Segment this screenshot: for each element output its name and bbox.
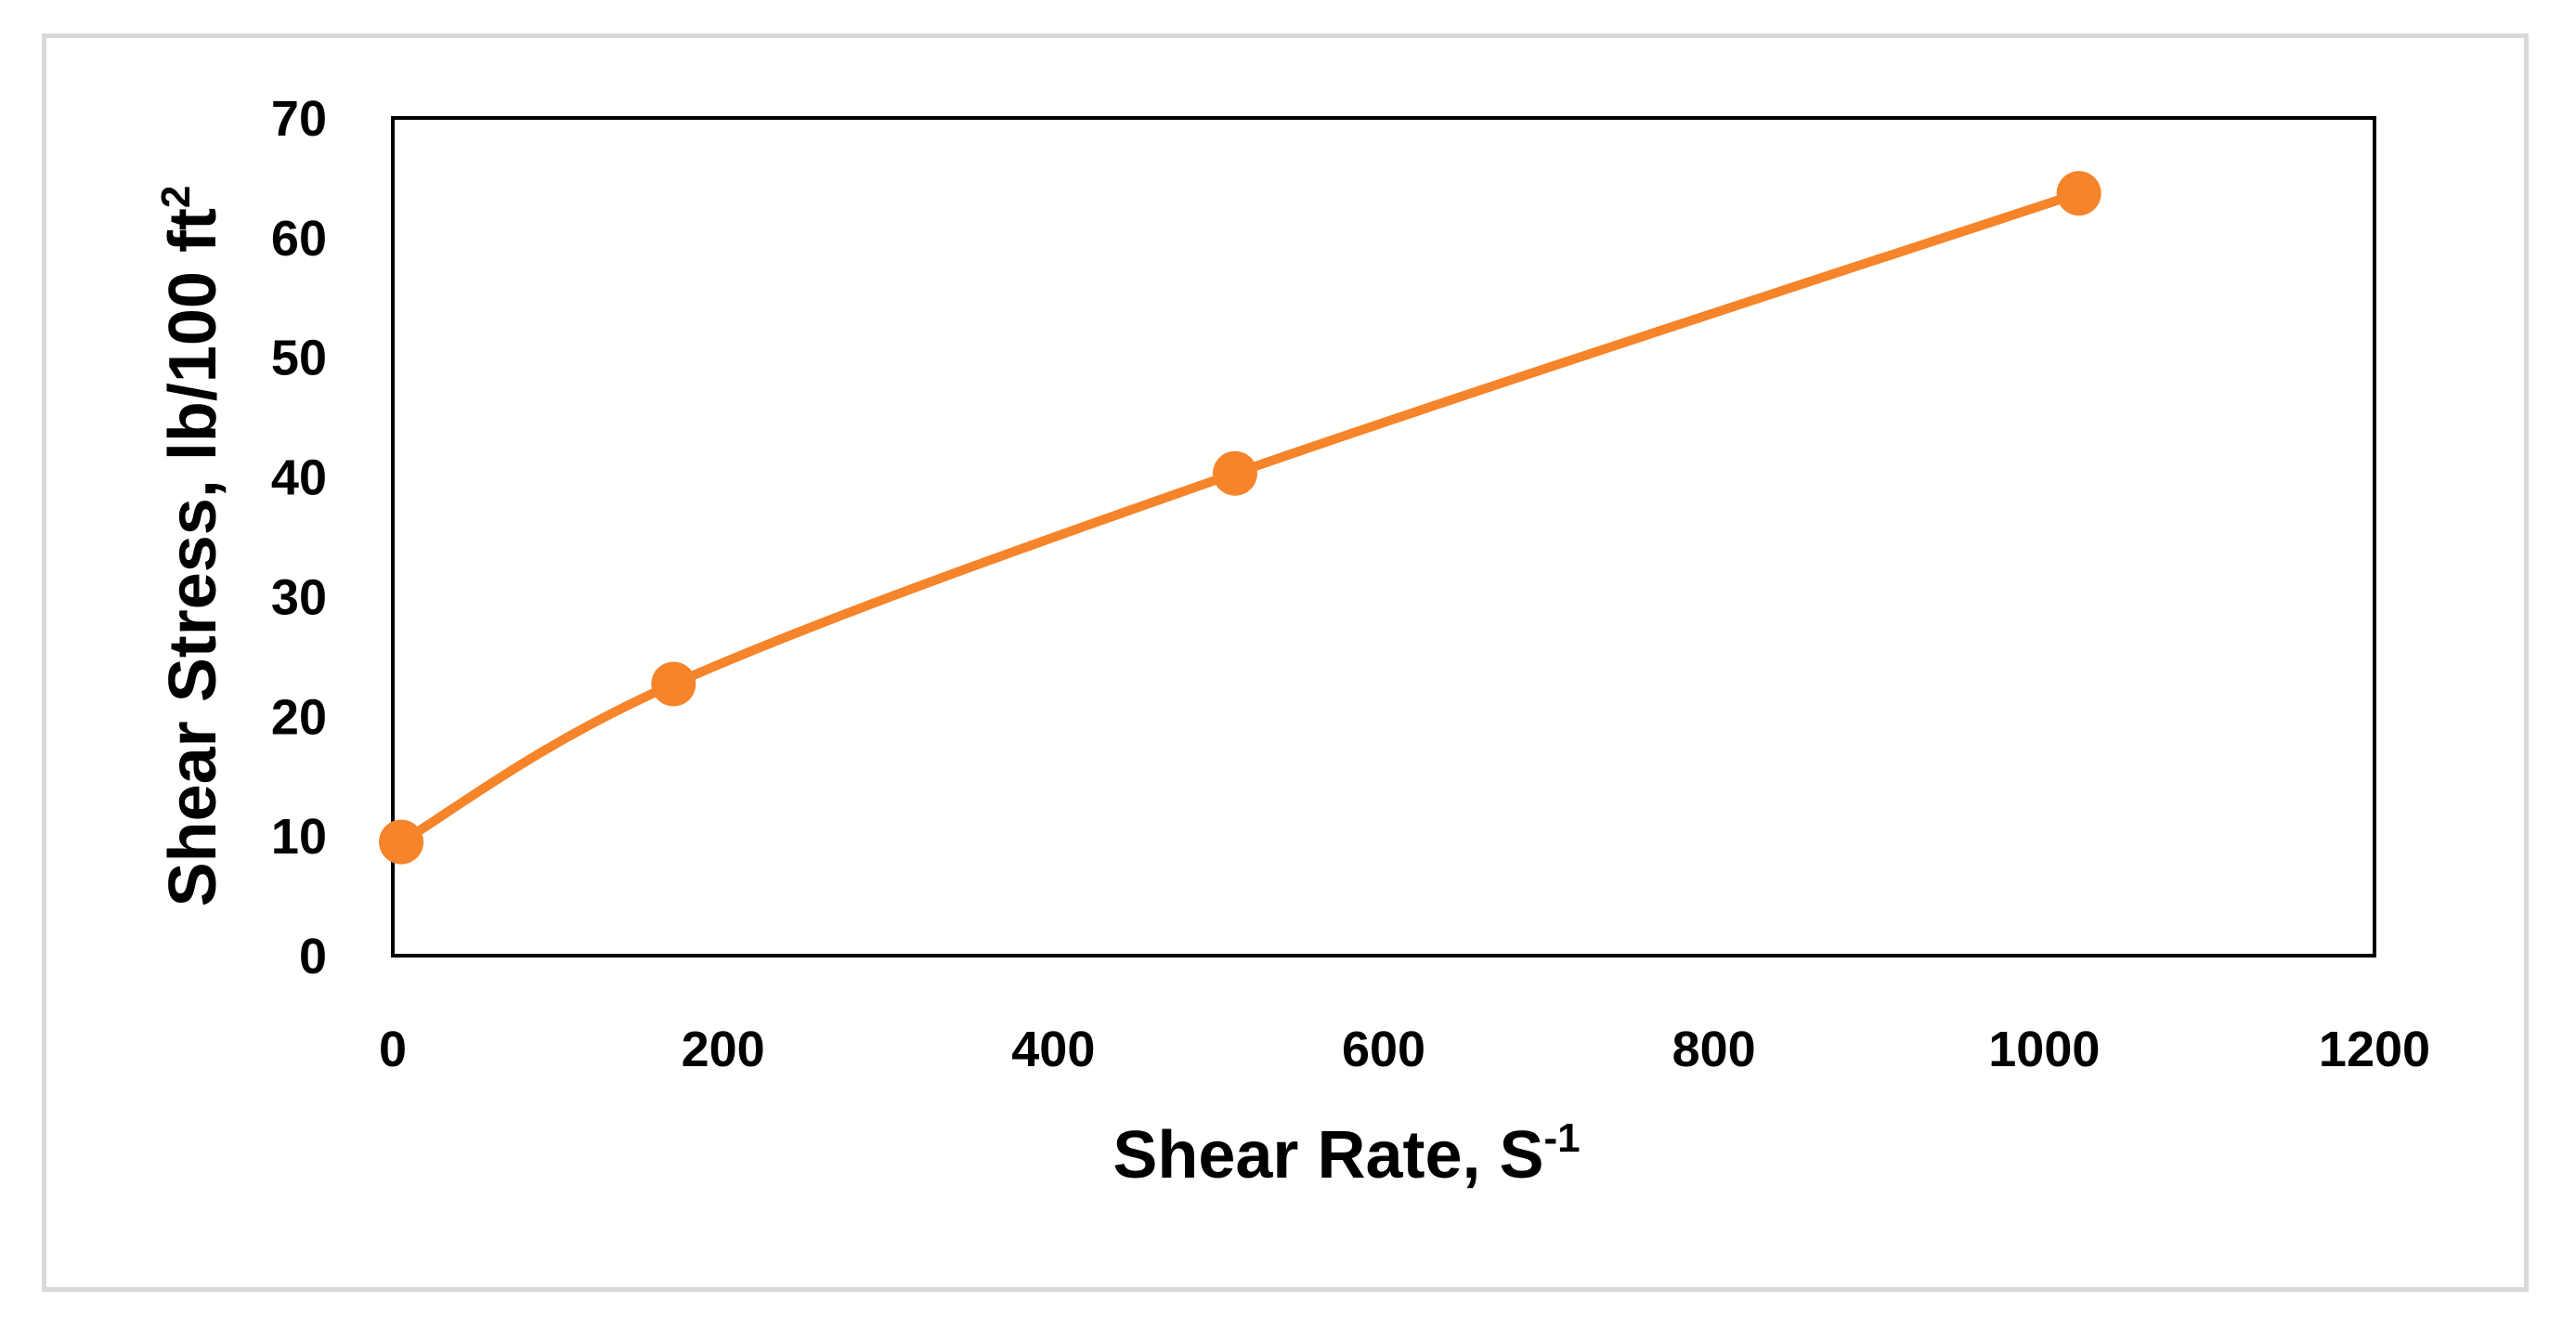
data-point [2056,171,2101,216]
x-tick-label: 0 [379,1022,407,1077]
y-axis-title-superscript: 2 [153,186,199,208]
series-line [397,189,2084,847]
x-axis-title-text: Shear Rate, S [1112,1118,1543,1192]
x-tick-label: 600 [1342,1022,1425,1077]
data-points [379,171,2101,865]
x-tick-label: 1200 [2319,1022,2430,1077]
x-tick-label: 400 [1011,1022,1095,1077]
y-axis-title-text: Shear Stress, lb/100 ft [156,208,230,906]
y-tick-label: 0 [299,929,327,984]
y-tick-label: 60 [271,211,327,267]
data-point [1212,450,1257,496]
x-tick-labels: 0 200 400 600 800 1000 1200 [379,1022,2430,1077]
y-tick-label: 30 [271,569,327,625]
y-axis-title: Shear Stress, lb/100 ft2 [153,186,230,907]
y-tick-label: 70 [271,91,327,147]
data-point [379,819,424,865]
chart-frame [42,33,2529,1292]
y-tick-label: 20 [271,689,327,745]
x-tick-label: 800 [1672,1022,1756,1077]
y-tick-label: 50 [271,331,327,386]
x-axis-title-superscript: -1 [1544,1115,1581,1161]
x-tick-label: 200 [682,1022,765,1077]
x-tick-label: 1000 [1988,1022,2100,1077]
x-axis-title: Shear Rate, S-1 [1112,1115,1580,1192]
y-tick-label: 40 [271,450,327,506]
y-tick-label: 10 [271,809,327,865]
y-tick-labels: 0 10 20 30 40 50 60 70 [271,91,327,984]
plot-area [391,116,2376,958]
data-point [651,661,696,707]
